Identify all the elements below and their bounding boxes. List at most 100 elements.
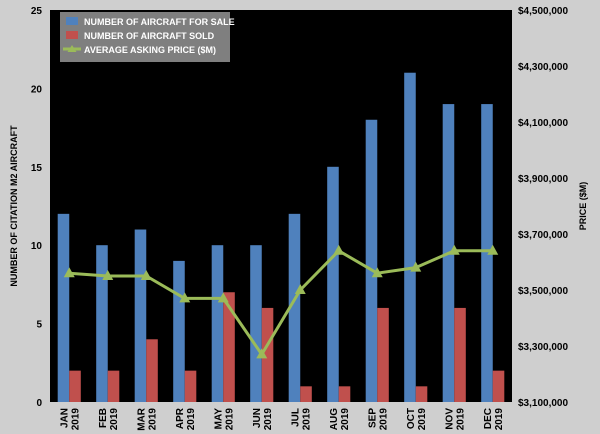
y2-tick-label: $3,300,000 xyxy=(518,342,568,353)
price-point xyxy=(256,348,268,359)
x-tick-year: 2019 xyxy=(301,408,312,431)
legend: NUMBER OF AIRCRAFT FOR SALE NUMBER OF AI… xyxy=(60,12,235,62)
x-tick-year: 2019 xyxy=(417,408,428,431)
price-point xyxy=(448,244,460,255)
x-tick-label: FEB 2019 xyxy=(98,408,120,431)
y-tick-label: 10 xyxy=(31,241,43,252)
x-tick-year: 2019 xyxy=(70,408,81,431)
bar-for-sale xyxy=(57,213,70,402)
y2-tick-label: $4,300,000 xyxy=(518,62,568,73)
price-point xyxy=(179,292,191,303)
bar-for-sale xyxy=(134,229,147,402)
x-tick-label: MAR 2019 xyxy=(136,407,158,431)
legend-label-for-sale: NUMBER OF AIRCRAFT FOR SALE xyxy=(84,17,235,27)
bar-sold xyxy=(261,307,274,402)
x-tick-year: 2019 xyxy=(378,408,389,431)
bar-sold xyxy=(223,292,235,402)
bar-for-sale xyxy=(288,213,301,402)
x-tick-month: NOV xyxy=(444,408,455,430)
bar-sold xyxy=(492,370,505,402)
price-point xyxy=(487,244,499,255)
x-tick-year: 2019 xyxy=(494,408,505,431)
bar-sold xyxy=(69,370,81,402)
x-tick-month: JAN xyxy=(59,408,70,428)
price-line-path xyxy=(69,249,493,356)
price-point xyxy=(294,284,306,294)
bar-for-sale xyxy=(96,245,108,402)
bar-for-sale xyxy=(250,245,262,402)
x-tick-label: MAY 2019 xyxy=(213,408,235,431)
plot-area xyxy=(50,10,512,402)
bar-for-sale xyxy=(404,72,416,402)
x-tick-label: AUG 2019 xyxy=(329,408,351,431)
bar-for-sale xyxy=(173,260,185,402)
series-sold-bars xyxy=(69,292,505,402)
y2-tick-label: $4,500,000 xyxy=(518,6,568,17)
y-tick-label: 5 xyxy=(36,320,42,331)
x-tick-month: APR xyxy=(175,407,186,429)
y2-axis-title: PRICE ($M) xyxy=(578,182,588,231)
x-tick-month: AUG xyxy=(329,408,340,430)
price-point xyxy=(371,267,383,278)
x-tick-month: JUL xyxy=(290,408,301,427)
series-price-line xyxy=(63,244,499,359)
bar-sold xyxy=(338,386,351,402)
x-tick-month: MAR xyxy=(136,407,147,431)
x-tick-month: SEP xyxy=(367,408,378,428)
y2-tick-label: $4,100,000 xyxy=(518,118,568,129)
legend-swatch-price-marker xyxy=(67,45,77,52)
x-tick-year: 2019 xyxy=(109,408,120,431)
price-point xyxy=(63,267,75,278)
bar-sold xyxy=(415,386,428,402)
y2-tick-label: $3,700,000 xyxy=(518,230,568,241)
legend-swatch-for-sale xyxy=(66,17,78,25)
x-tick-label: JAN 2019 xyxy=(59,408,81,431)
x-tick-label: JUN 2019 xyxy=(252,408,274,431)
x-tick-label: APR 2019 xyxy=(175,407,197,430)
bar-sold xyxy=(300,386,312,402)
bar-sold xyxy=(107,370,120,402)
x-tick-year: 2019 xyxy=(340,408,351,431)
x-tick-label: SEP 2019 xyxy=(367,408,389,431)
bar-sold xyxy=(146,339,158,402)
y-tick-label: 20 xyxy=(31,84,43,95)
legend-box xyxy=(60,12,230,62)
x-axis-ticks: JAN 2019 FEB 2019 MAR 2019 APR 2019 MAY 2019 JUN 20… xyxy=(59,407,505,431)
x-tick-label: JUL 2019 xyxy=(290,408,312,431)
bar-for-sale xyxy=(481,104,493,402)
bar-sold xyxy=(454,307,466,402)
y-tick-label: 15 xyxy=(31,163,43,174)
bar-for-sale xyxy=(211,245,224,402)
x-tick-month: FEB xyxy=(98,408,109,428)
y-axis-title: NUMBER OF CITATION M2 AIRCRAFT xyxy=(9,125,19,287)
y-tick-label: 25 xyxy=(31,6,43,17)
y2-tick-label: $3,500,000 xyxy=(518,286,568,297)
x-tick-month: MAY xyxy=(213,408,224,430)
x-tick-year: 2019 xyxy=(147,408,158,431)
x-tick-label: NOV 2019 xyxy=(444,408,466,431)
x-tick-month: OCT xyxy=(406,408,417,429)
x-tick-month: DEC xyxy=(483,408,494,429)
legend-label-sold: NUMBER OF AIRCRAFT SOLD xyxy=(84,31,215,41)
y-axis-ticks: 0 5 10 15 20 25 xyxy=(31,6,43,409)
x-tick-label: DEC 2019 xyxy=(483,408,505,431)
x-tick-year: 2019 xyxy=(455,408,466,431)
bar-for-sale xyxy=(327,166,339,402)
price-point xyxy=(410,261,422,272)
y2-tick-label: $3,100,000 xyxy=(518,398,568,409)
bar-sold xyxy=(184,370,197,402)
bar-sold xyxy=(377,307,389,402)
y-tick-label: 0 xyxy=(36,398,42,409)
price-point xyxy=(140,270,152,280)
legend-swatch-sold xyxy=(66,31,78,39)
y2-tick-label: $3,900,000 xyxy=(518,174,568,185)
bar-for-sale xyxy=(365,119,378,402)
price-point xyxy=(333,244,345,255)
legend-label-price: AVERAGE ASKING PRICE ($M) xyxy=(84,45,216,55)
price-point xyxy=(102,270,114,280)
y2-axis-ticks: $3,100,000 $3,300,000 $3,500,000 $3,700,000… xyxy=(518,6,568,409)
x-tick-month: JUN xyxy=(252,408,263,428)
price-point xyxy=(217,292,229,303)
x-tick-year: 2019 xyxy=(186,408,197,431)
